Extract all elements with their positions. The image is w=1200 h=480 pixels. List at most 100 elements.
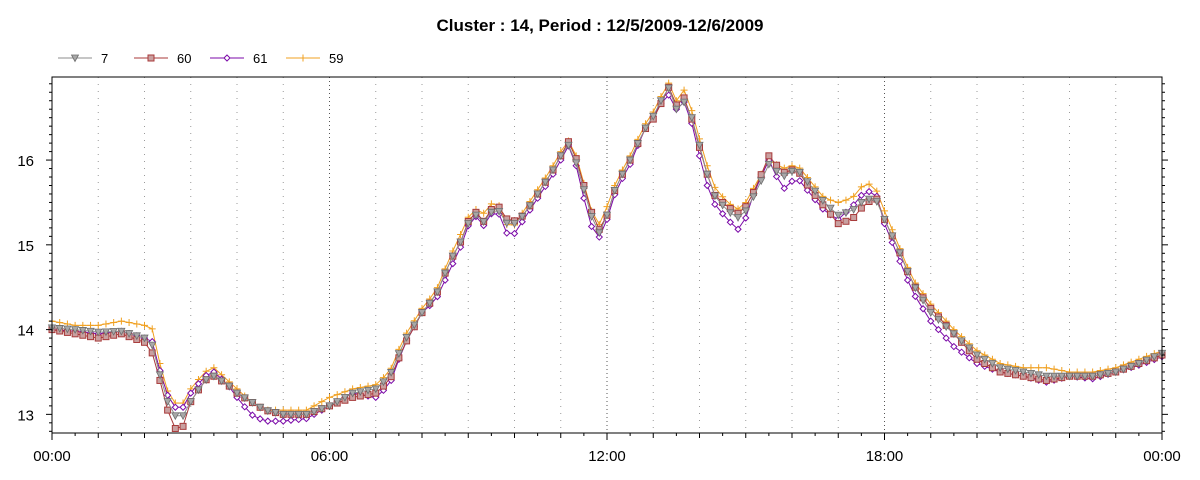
data-point bbox=[318, 398, 326, 406]
data-point bbox=[101, 328, 111, 337]
data-point bbox=[595, 229, 604, 238]
data-point bbox=[1003, 365, 1012, 374]
data-point bbox=[965, 354, 973, 362]
data-point bbox=[927, 317, 935, 325]
data-point bbox=[1134, 360, 1144, 368]
series-layer bbox=[47, 79, 1167, 432]
data-point bbox=[356, 388, 365, 397]
data-point bbox=[186, 398, 195, 406]
y-tick-label: 14 bbox=[17, 323, 34, 340]
data-point bbox=[1011, 367, 1020, 375]
data-point bbox=[934, 316, 943, 325]
data-point bbox=[756, 177, 766, 186]
data-point bbox=[279, 410, 288, 419]
data-point bbox=[264, 417, 272, 425]
data-point bbox=[556, 152, 565, 161]
data-point bbox=[995, 364, 1005, 373]
data-point bbox=[340, 394, 350, 402]
data-point bbox=[1150, 353, 1159, 362]
data-point bbox=[171, 412, 180, 421]
data-point bbox=[448, 252, 458, 261]
data-point bbox=[141, 321, 148, 329]
data-point bbox=[302, 410, 311, 419]
data-point bbox=[849, 206, 858, 214]
data-point bbox=[1049, 372, 1059, 381]
x-tick-label: 06:00 bbox=[311, 448, 349, 465]
data-point bbox=[179, 403, 187, 411]
legend: 7 60 61 59 bbox=[58, 51, 343, 66]
data-point bbox=[194, 386, 203, 395]
data-point bbox=[394, 350, 404, 358]
data-point bbox=[726, 218, 735, 226]
data-point bbox=[988, 360, 997, 368]
data-point bbox=[1042, 372, 1051, 381]
data-point bbox=[726, 209, 735, 218]
data-point bbox=[780, 172, 789, 181]
y-tick-label: 13 bbox=[17, 407, 34, 424]
data-point bbox=[209, 372, 219, 381]
data-point bbox=[703, 170, 712, 179]
data-point bbox=[687, 114, 696, 123]
data-point bbox=[780, 184, 788, 193]
data-point bbox=[402, 333, 411, 342]
data-point bbox=[827, 196, 835, 204]
data-point bbox=[625, 156, 635, 165]
data-point bbox=[788, 177, 796, 185]
data-point bbox=[425, 299, 434, 308]
data-point bbox=[741, 207, 750, 216]
data-point bbox=[949, 330, 959, 339]
data-point bbox=[248, 411, 257, 419]
data-point bbox=[1065, 372, 1074, 381]
data-point bbox=[1050, 365, 1058, 373]
data-point bbox=[688, 107, 696, 115]
data-point bbox=[333, 398, 342, 406]
x-tick-label: 00:00 bbox=[33, 448, 71, 465]
data-point bbox=[1096, 371, 1105, 380]
data-point bbox=[880, 216, 889, 224]
data-point bbox=[326, 393, 333, 401]
data-point bbox=[881, 207, 888, 215]
data-point bbox=[125, 319, 133, 327]
data-point bbox=[903, 276, 912, 284]
data-point bbox=[980, 355, 989, 364]
data-point bbox=[1035, 364, 1043, 372]
data-point bbox=[941, 323, 951, 332]
chart-title: Cluster : 14, Period : 12/5/2009-12/6/20… bbox=[437, 16, 764, 35]
data-point bbox=[1034, 371, 1043, 380]
data-point bbox=[263, 407, 273, 416]
data-point bbox=[309, 408, 319, 416]
data-point bbox=[796, 177, 804, 185]
data-point bbox=[117, 317, 125, 325]
data-point bbox=[764, 160, 774, 169]
data-point bbox=[810, 187, 820, 196]
data-point bbox=[178, 412, 188, 421]
data-point bbox=[1127, 362, 1136, 371]
data-point bbox=[749, 193, 758, 202]
data-point bbox=[518, 218, 526, 226]
data-point bbox=[579, 186, 589, 195]
axes: 00:00 06:00 12:00 18:00 00:00 13 14 15 16 bbox=[17, 83, 1181, 465]
x-tick-label: 00:00 bbox=[1143, 448, 1181, 465]
data-point bbox=[440, 269, 450, 278]
data-point bbox=[325, 402, 334, 411]
data-point bbox=[217, 377, 226, 386]
data-point bbox=[926, 309, 935, 317]
data-point bbox=[571, 159, 581, 168]
legend-item: 61 bbox=[210, 51, 267, 66]
data-point bbox=[957, 337, 966, 346]
data-point bbox=[163, 398, 172, 406]
data-point bbox=[711, 183, 719, 191]
series-7 bbox=[47, 84, 1167, 421]
data-point bbox=[664, 84, 673, 93]
data-point bbox=[965, 344, 974, 353]
data-point bbox=[1019, 368, 1028, 377]
data-point bbox=[1088, 372, 1097, 381]
data-point bbox=[1057, 372, 1066, 381]
data-point bbox=[695, 141, 704, 150]
data-point bbox=[703, 181, 711, 190]
data-point bbox=[857, 199, 866, 207]
data-point bbox=[1080, 372, 1090, 381]
data-point bbox=[456, 238, 465, 247]
data-point bbox=[772, 167, 781, 176]
data-point bbox=[94, 328, 103, 337]
